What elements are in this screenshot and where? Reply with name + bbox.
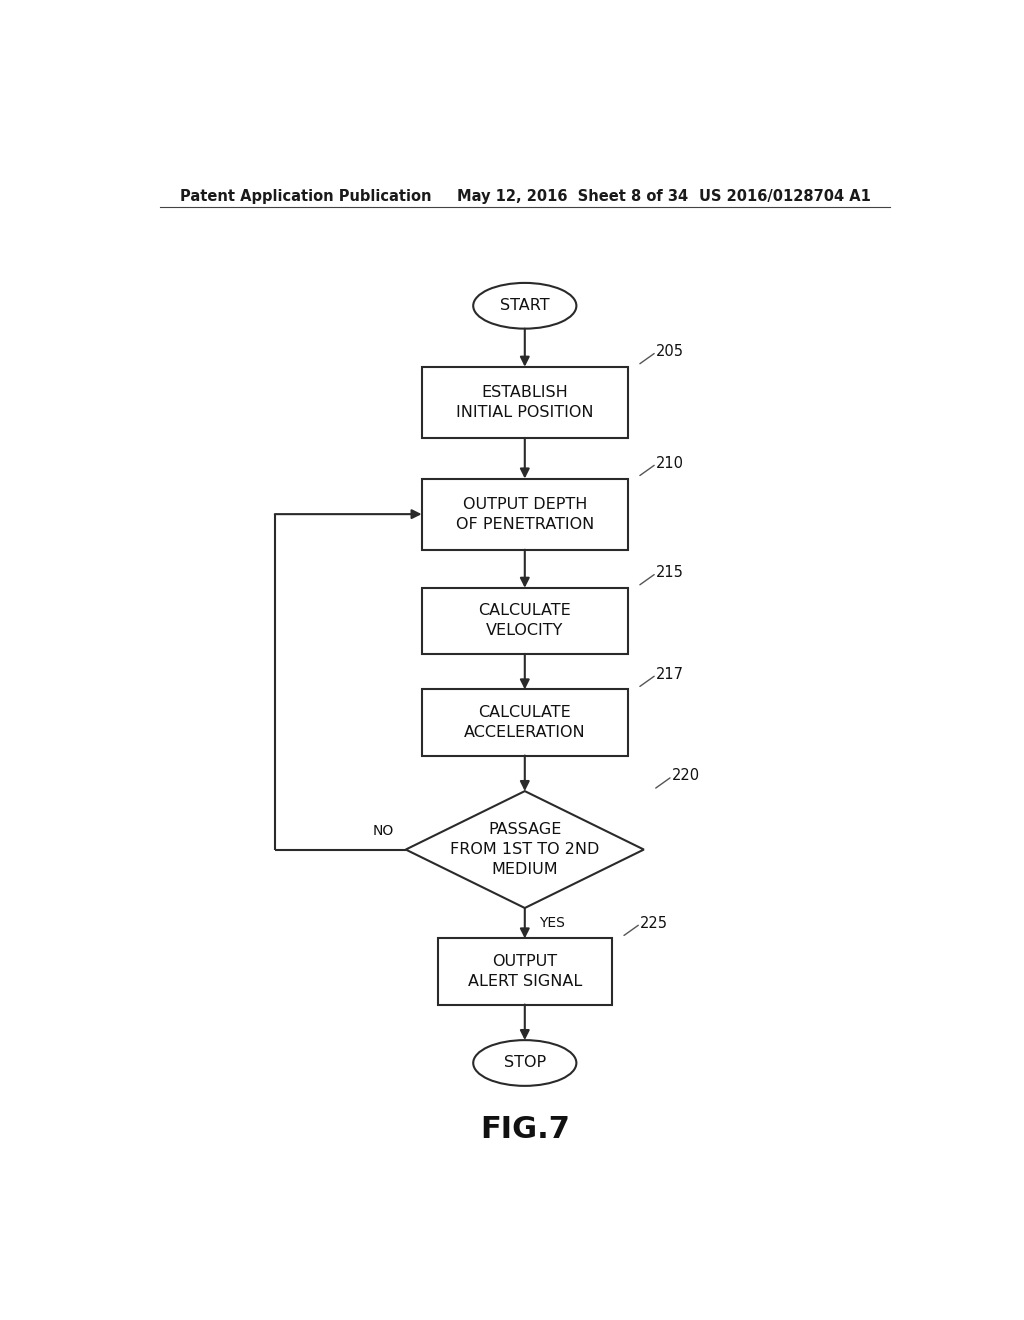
Text: 225: 225	[640, 916, 668, 931]
Text: US 2016/0128704 A1: US 2016/0128704 A1	[699, 189, 871, 203]
Text: PASSAGE
FROM 1ST TO 2ND
MEDIUM: PASSAGE FROM 1ST TO 2ND MEDIUM	[451, 822, 599, 876]
Text: Patent Application Publication: Patent Application Publication	[179, 189, 431, 203]
Bar	[422, 367, 628, 438]
Text: CALCULATE
VELOCITY: CALCULATE VELOCITY	[478, 603, 571, 639]
Text: FIG.7: FIG.7	[480, 1114, 569, 1143]
Text: NO: NO	[373, 824, 394, 838]
Bar	[422, 587, 628, 653]
Text: START: START	[500, 298, 550, 313]
Text: ESTABLISH
INITIAL POSITION: ESTABLISH INITIAL POSITION	[456, 385, 594, 420]
Bar	[437, 939, 612, 1005]
Text: YES: YES	[539, 916, 565, 931]
Text: STOP: STOP	[504, 1056, 546, 1071]
Text: 215: 215	[655, 565, 684, 579]
Text: 210: 210	[655, 455, 684, 471]
Text: OUTPUT DEPTH
OF PENETRATION: OUTPUT DEPTH OF PENETRATION	[456, 496, 594, 532]
Ellipse shape	[473, 1040, 577, 1086]
Text: CALCULATE
ACCELERATION: CALCULATE ACCELERATION	[464, 705, 586, 741]
Text: 205: 205	[655, 345, 684, 359]
Bar	[422, 479, 628, 549]
Text: May 12, 2016  Sheet 8 of 34: May 12, 2016 Sheet 8 of 34	[458, 189, 688, 203]
Bar	[422, 689, 628, 755]
Text: 220: 220	[672, 768, 699, 783]
Ellipse shape	[473, 282, 577, 329]
Polygon shape	[406, 791, 644, 908]
Text: 217: 217	[655, 667, 684, 681]
Text: OUTPUT
ALERT SIGNAL: OUTPUT ALERT SIGNAL	[468, 954, 582, 989]
